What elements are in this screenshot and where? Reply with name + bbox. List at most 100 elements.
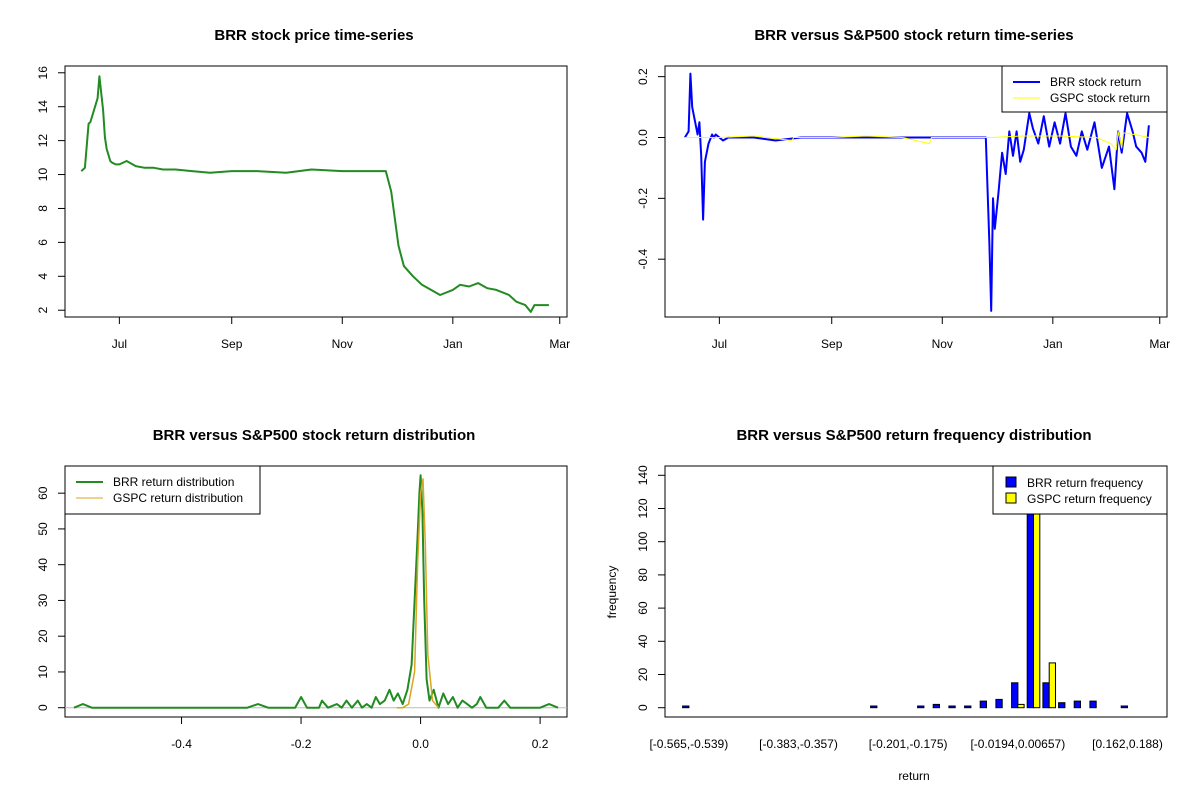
x-tick-label: Jan (1043, 337, 1062, 351)
frequency-histogram-x-axis: [-0.565,-0.539) [-0.383,-0.357) [-0.201,-0… (649, 737, 1162, 751)
x-tick-label: Nov (332, 337, 353, 351)
return-distribution-panel: BRR versus S&P500 stock return distribut… (36, 427, 568, 751)
brr-return-frequency-bar (932, 703, 941, 709)
price-chart-plot-area (64, 65, 568, 318)
brr-return-frequency-bar (1058, 702, 1066, 709)
return-timeseries-y-axis: -0.4 -0.2 0.0 0.2 (636, 68, 665, 270)
brr-return-frequency-bar (1073, 700, 1081, 709)
brr-return-frequency-bar (995, 698, 1003, 709)
x-tick-label: [-0.0194,0.00657) (970, 737, 1065, 751)
gspc-return-distribution-line (396, 478, 440, 709)
y-tick-label: 20 (36, 629, 50, 643)
y-tick-label: 8 (36, 205, 50, 212)
y-tick-label: 0.2 (636, 68, 650, 85)
x-tick-label: Nov (932, 337, 953, 351)
return-timeseries-title: BRR versus S&P500 stock return time-seri… (754, 27, 1073, 44)
y-tick-label: 2 (36, 307, 50, 314)
y-tick-label: 140 (636, 465, 650, 485)
brr-return-frequency-bar (964, 705, 972, 709)
frequency-histogram-panel: BRR versus S&P500 return frequency distr… (605, 427, 1168, 783)
x-tick-label: Mar (1149, 337, 1170, 351)
gspc-return-frequency-bar (1033, 509, 1041, 709)
brr-return-frequency-bar (870, 705, 878, 709)
x-tick-label: -0.2 (291, 737, 312, 751)
x-tick-label: Mar (549, 337, 570, 351)
x-tick-label: [-0.201,-0.175) (869, 737, 948, 751)
y-tick-label: 0 (636, 704, 650, 711)
price-chart-title: BRR stock price time-series (214, 27, 413, 44)
y-tick-label: 60 (36, 486, 50, 500)
y-tick-label: 10 (36, 168, 50, 182)
frequency-histogram-legend: BRR return frequency GSPC return frequen… (992, 465, 1168, 515)
frequency-histogram-y-axis: 0 20 40 60 80 100 120 140 (636, 465, 665, 711)
brr-return-frequency-bar (1011, 682, 1019, 709)
y-tick-label: 0 (36, 704, 50, 711)
brr-return-distribution-line (73, 474, 559, 709)
y-tick-label: 120 (636, 498, 650, 518)
gspc-stock-return-series-line (684, 130, 1150, 151)
y-tick-label: -0.4 (636, 249, 650, 270)
brr-distribution-legend-label: BRR return distribution (113, 475, 234, 489)
price-series-line (80, 75, 549, 313)
y-tick-label: 30 (36, 593, 50, 607)
brr-return-frequency-bar (917, 705, 925, 709)
brr-frequency-legend-swatch (1005, 476, 1017, 488)
return-timeseries-plot-area (664, 65, 1168, 318)
brr-return-frequency-bar (1120, 705, 1128, 709)
gspc-frequency-legend-label: GSPC return frequency (1027, 492, 1152, 506)
return-timeseries-panel: BRR versus S&P500 stock return time-seri… (636, 27, 1170, 351)
gspc-distribution-legend-label: GSPC return distribution (113, 491, 243, 505)
price-chart-y-axis: 2 4 6 8 10 12 14 16 (36, 66, 65, 314)
return-distribution-series (65, 474, 567, 709)
price-chart-panel: BRR stock price time-series Jul Sep Nov Jan… (36, 27, 570, 351)
brr-frequency-legend-label: BRR return frequency (1027, 476, 1143, 490)
brr-return-frequency-bar (948, 705, 956, 709)
gspc-return-frequency-bar (1017, 703, 1025, 709)
brr-stock-return-series-line (684, 72, 1150, 312)
x-tick-label: [0.162,0.188) (1092, 737, 1163, 751)
brr-return-frequency-bar (1042, 682, 1050, 709)
return-distribution-plot-area (64, 465, 568, 718)
return-timeseries-series (684, 72, 1150, 312)
y-tick-label: 100 (636, 531, 650, 551)
return-distribution-legend: BRR return distribution GSPC return dist… (64, 465, 261, 515)
x-tick-label: [-0.383,-0.357) (759, 737, 838, 751)
brr-return-frequency-bar (1089, 700, 1097, 709)
y-tick-label: 4 (36, 273, 50, 280)
x-tick-label: 0.0 (412, 737, 429, 751)
gspc-return-legend-label: GSPC stock return (1050, 91, 1150, 105)
y-tick-label: 20 (636, 668, 650, 682)
y-tick-label: 80 (636, 568, 650, 582)
return-timeseries-legend: BRR stock return GSPC stock return (1001, 65, 1168, 113)
y-tick-label: 50 (36, 522, 50, 536)
gspc-frequency-legend-swatch (1005, 492, 1017, 504)
brr-return-legend-label: BRR stock return (1050, 75, 1141, 89)
y-tick-label: 16 (36, 66, 50, 80)
return-timeseries-legend-box (1001, 65, 1168, 113)
y-tick-label: 40 (636, 634, 650, 648)
y-tick-label: 10 (36, 665, 50, 679)
price-chart-series (80, 75, 549, 313)
brr-return-frequency-bar (1026, 511, 1034, 709)
frequency-histogram-bars (682, 509, 1128, 709)
x-tick-label: Jul (712, 337, 727, 351)
x-tick-label: 0.2 (532, 737, 549, 751)
frequency-histogram-y-label: frequency (605, 566, 619, 619)
gspc-return-frequency-bar (1048, 662, 1056, 709)
x-tick-label: Jul (112, 337, 127, 351)
x-tick-label: Sep (821, 337, 843, 351)
brr-return-frequency-bar (979, 700, 988, 709)
y-tick-label: 0.0 (636, 129, 650, 146)
frequency-histogram-legend-box (992, 465, 1168, 515)
y-tick-label: 60 (636, 601, 650, 615)
price-chart-x-axis: Jul Sep Nov Jan Mar (112, 317, 570, 351)
y-tick-label: 6 (36, 239, 50, 246)
x-tick-label: Jan (443, 337, 462, 351)
y-tick-label: 12 (36, 134, 50, 148)
frequency-histogram-x-label: return (898, 769, 929, 783)
y-tick-label: 40 (36, 558, 50, 572)
y-tick-label: 14 (36, 100, 50, 114)
return-distribution-y-axis: 0 10 20 30 40 50 60 (36, 486, 65, 711)
